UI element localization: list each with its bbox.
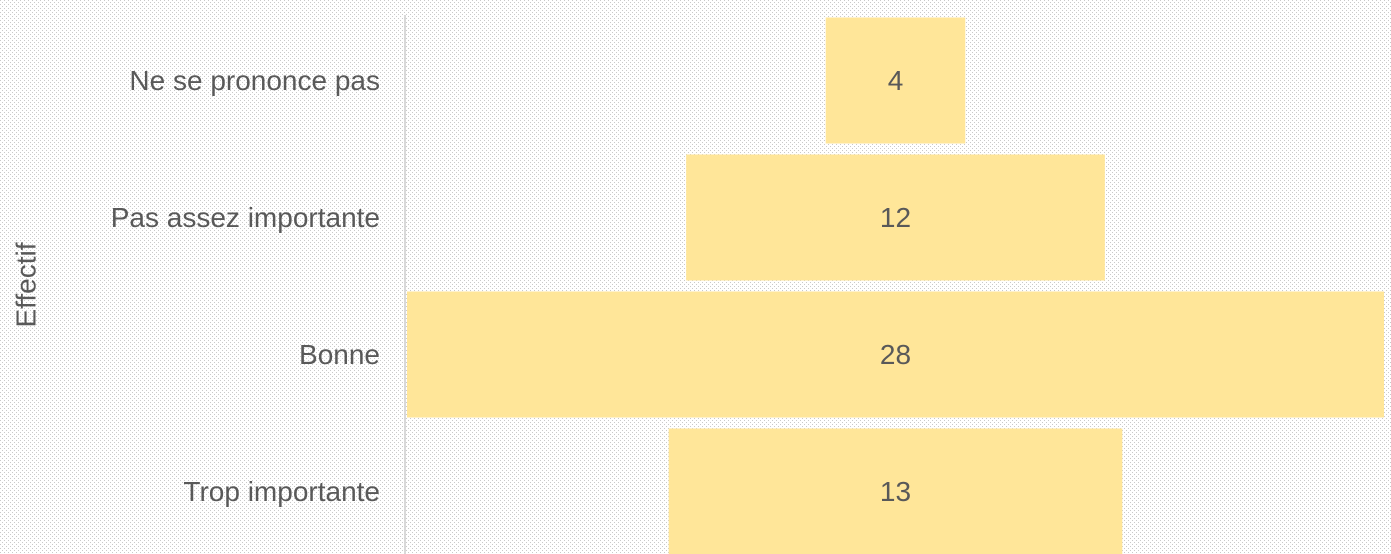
category-label: Pas assez importante [111,202,380,233]
category-label: Trop importante [183,476,380,507]
category-label: Bonne [299,339,380,370]
category-label: Ne se prononce pas [129,65,380,96]
data-label: 13 [880,476,911,507]
data-label: 4 [888,65,904,96]
data-label: 12 [880,202,911,233]
y-axis-title: Effectif [10,242,41,327]
funnel-bar [686,154,1105,281]
funnel-bar [825,17,966,144]
data-label: 28 [880,339,911,370]
funnel-bar [668,428,1123,554]
funnel-bar [407,291,1384,418]
